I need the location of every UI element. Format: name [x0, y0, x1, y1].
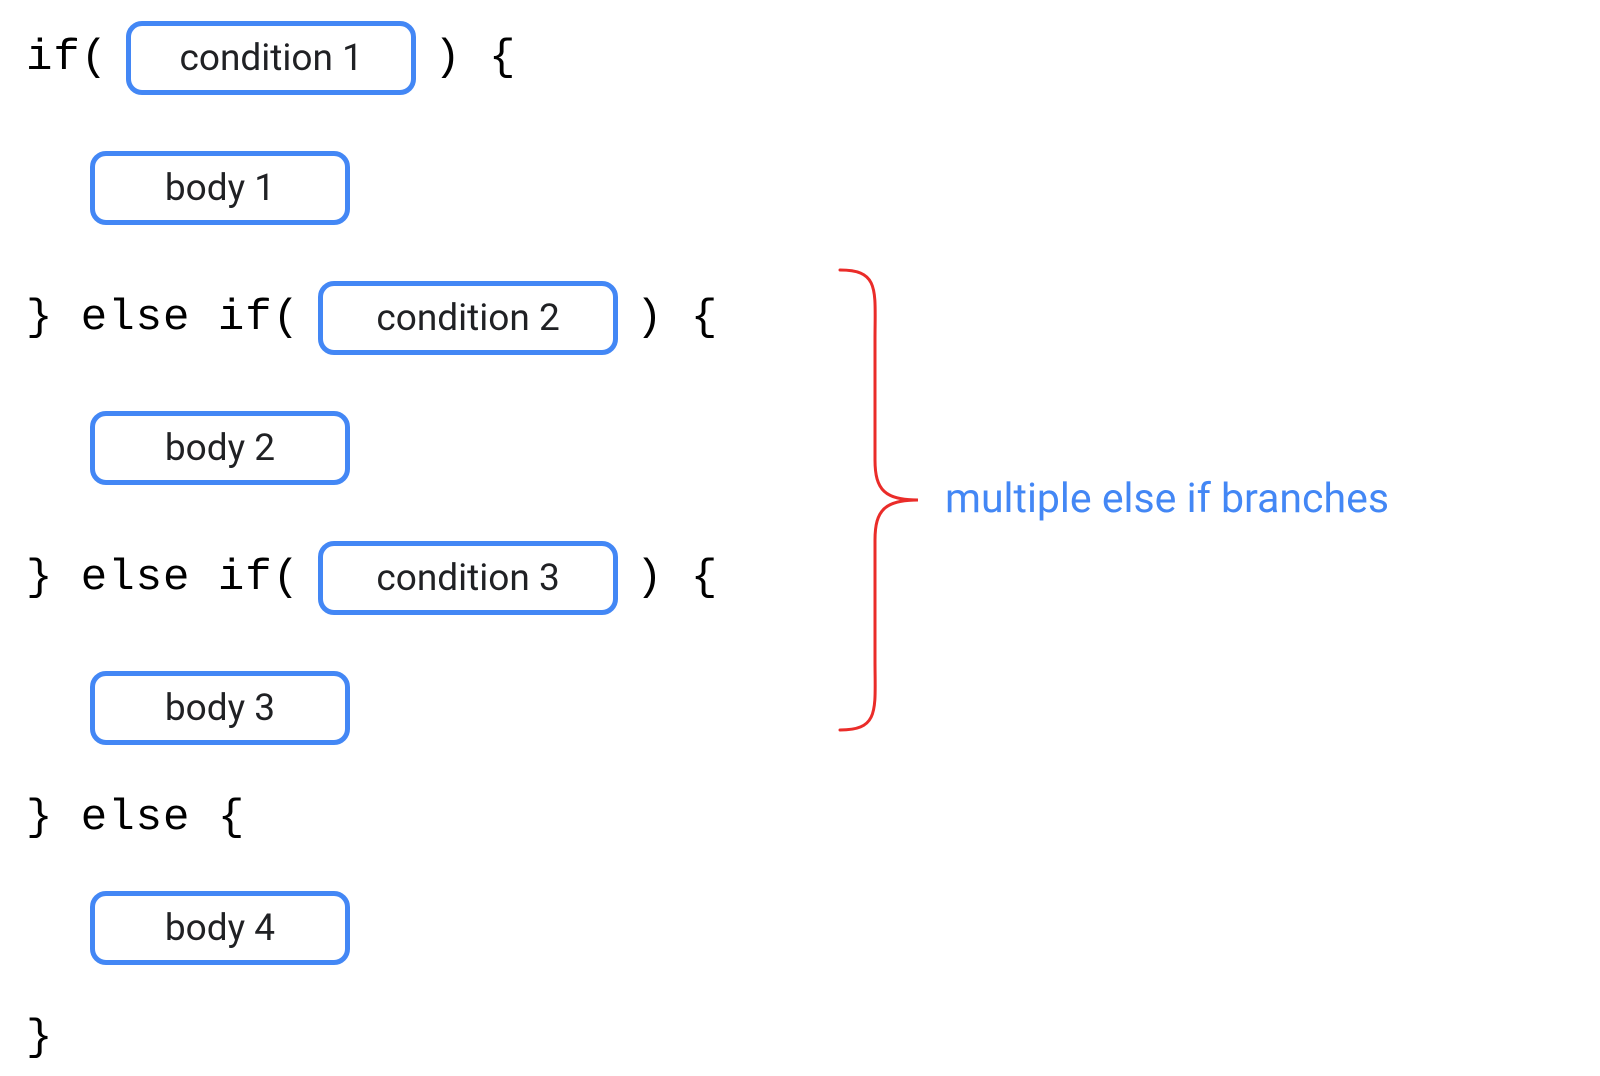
token-else-if: } else if( — [26, 553, 300, 603]
token-close-paren-brace: ) { — [434, 33, 516, 83]
pill-label: condition 2 — [376, 297, 559, 340]
pill-label: body 4 — [165, 907, 275, 950]
pill-body-2: body 2 — [90, 411, 350, 485]
token-if: if( — [26, 33, 108, 83]
code-row-8: body 4 — [90, 890, 350, 966]
code-row-1: if( condition 1 ) { — [26, 20, 516, 96]
pill-body-4: body 4 — [90, 891, 350, 965]
pill-label: body 1 — [165, 167, 275, 210]
pill-body-3: body 3 — [90, 671, 350, 745]
token-else: } else { — [26, 793, 245, 843]
pill-condition-1: condition 1 — [126, 21, 416, 95]
pill-label: condition 3 — [376, 557, 559, 600]
code-row-2: body 1 — [90, 150, 350, 226]
code-row-5: } else if( condition 3 ) { — [26, 540, 718, 616]
brace-icon — [830, 260, 930, 740]
pill-body-1: body 1 — [90, 151, 350, 225]
pill-label: condition 1 — [180, 37, 363, 80]
code-row-9: } — [26, 1000, 53, 1076]
token-close-paren-brace: ) { — [636, 293, 718, 343]
token-close-paren-brace: ) { — [636, 553, 718, 603]
code-row-6: body 3 — [90, 670, 350, 746]
code-row-4: body 2 — [90, 410, 350, 486]
code-row-3: } else if( condition 2 ) { — [26, 280, 718, 356]
pill-label: body 2 — [165, 427, 275, 470]
token-close-brace: } — [26, 1013, 53, 1063]
token-else-if: } else if( — [26, 293, 300, 343]
pill-label: body 3 — [165, 687, 275, 730]
pill-condition-2: condition 2 — [318, 281, 618, 355]
code-row-7: } else { — [26, 780, 245, 856]
pill-condition-3: condition 3 — [318, 541, 618, 615]
annotation-label: multiple else if branches — [945, 475, 1389, 523]
